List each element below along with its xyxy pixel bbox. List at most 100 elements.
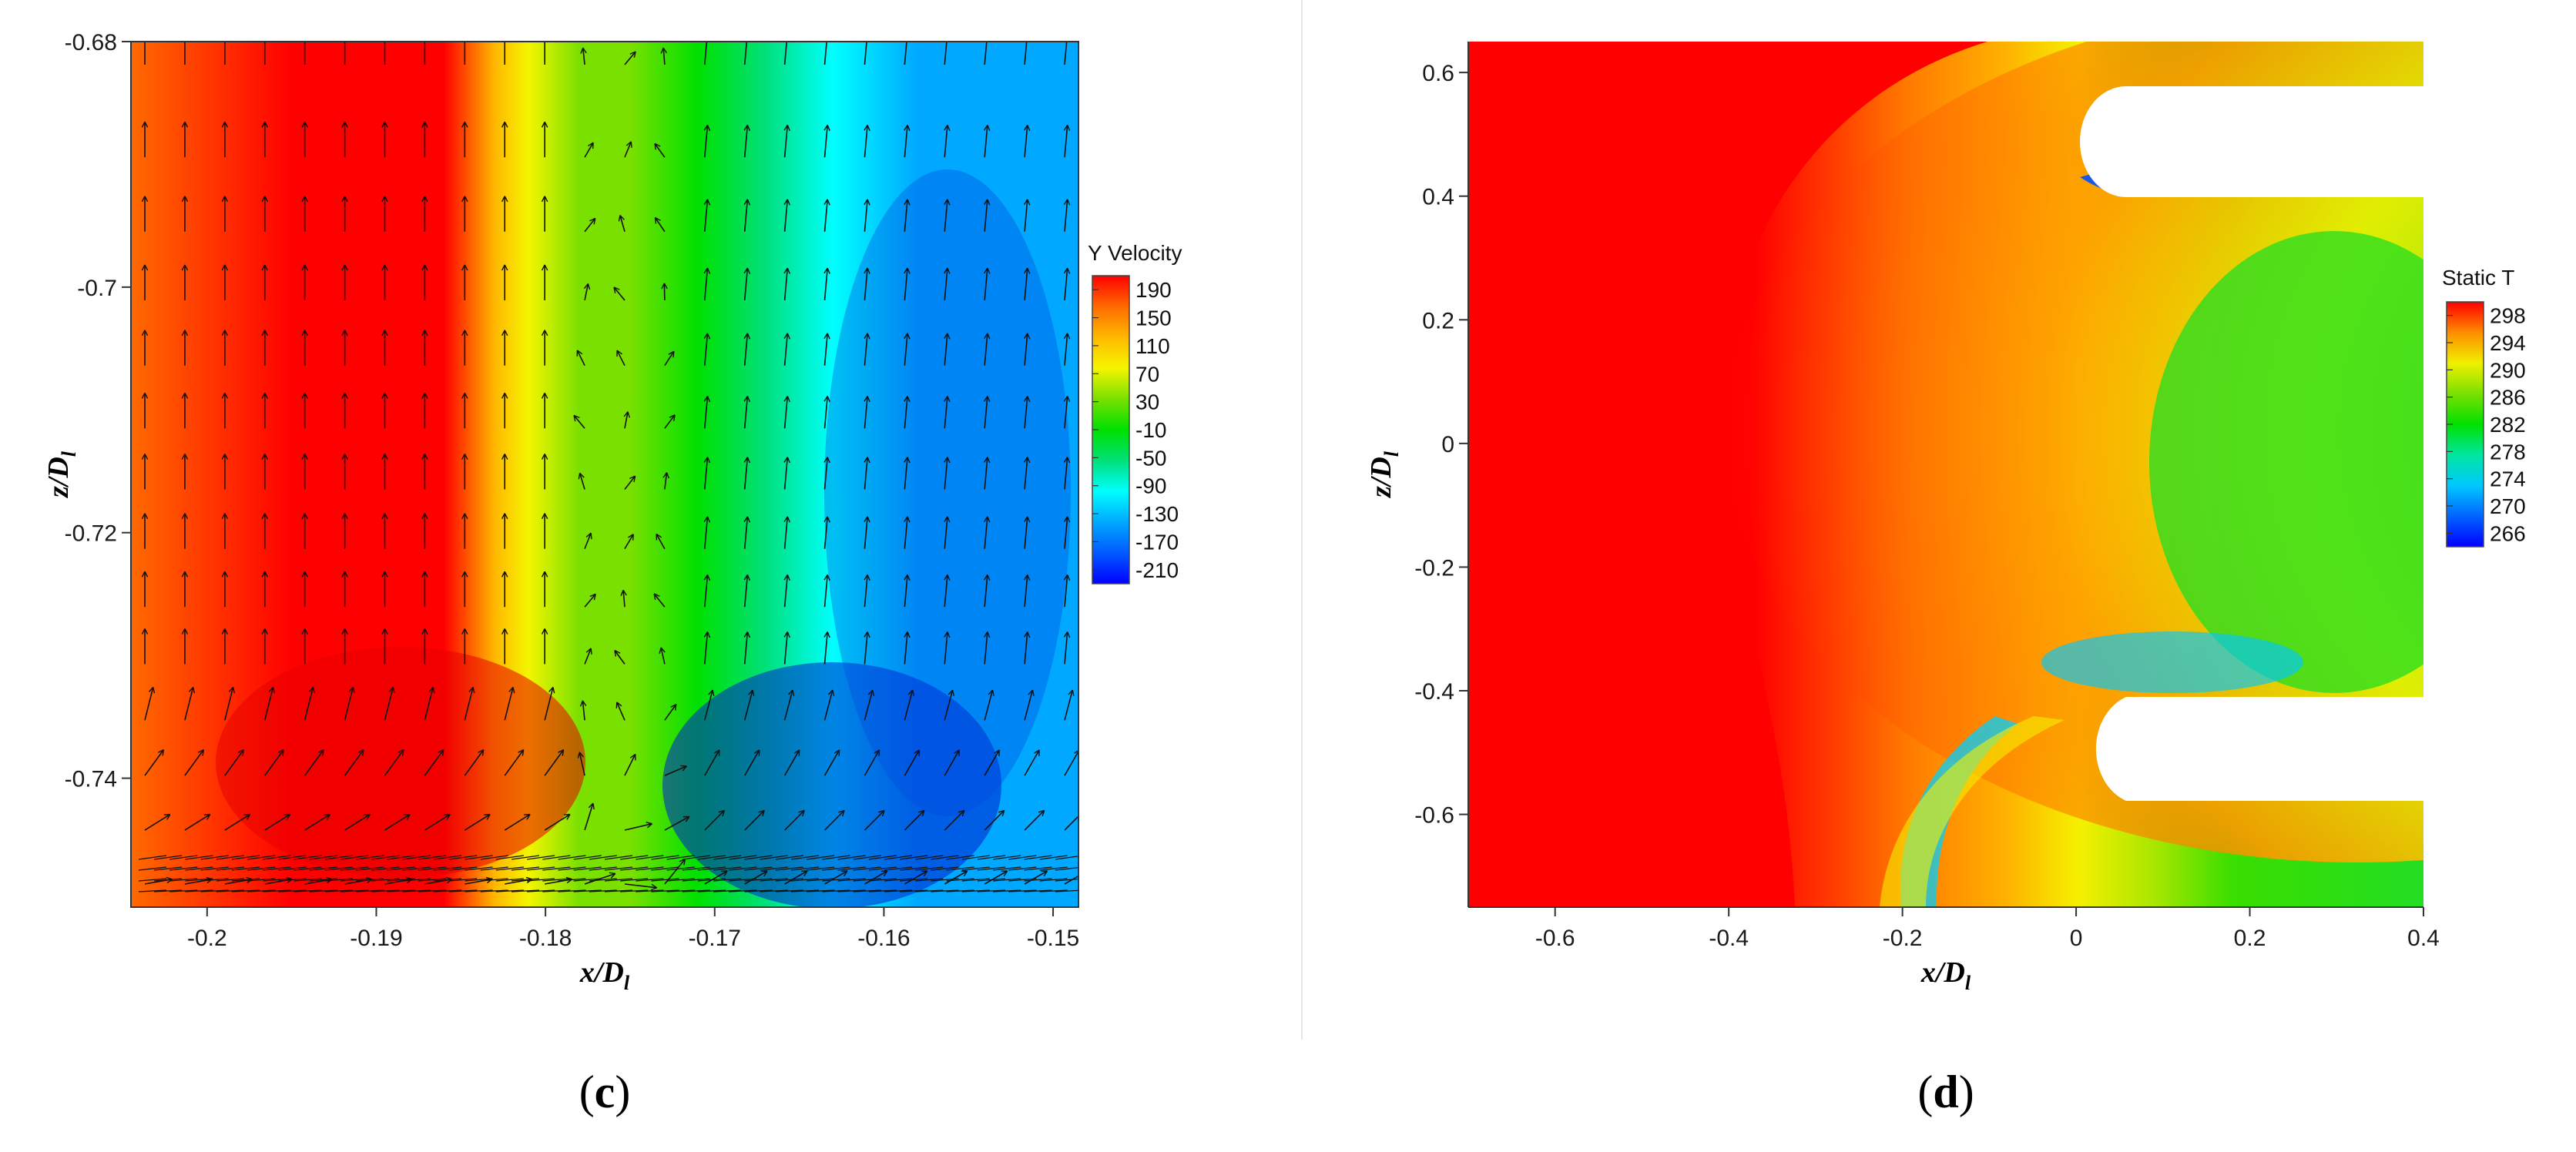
- velocity-vector-wall: [884, 878, 913, 882]
- velocity-vector: [544, 813, 571, 831]
- velocity-vector-head: [708, 689, 715, 697]
- velocity-vector-head: [381, 571, 388, 578]
- velocity-vector-head: [221, 571, 229, 578]
- velocity-vector-wall: [340, 878, 369, 882]
- velocity-vector-head: [904, 267, 911, 274]
- velocity-vector-head: [1034, 749, 1040, 756]
- velocity-vector-wall: [697, 889, 726, 892]
- velocity-vector-head: [589, 593, 596, 601]
- velocity-vector-head: [261, 196, 268, 203]
- velocity-vector: [784, 870, 808, 885]
- velocity-vector-head: [341, 264, 348, 271]
- velocity-vector-head: [1068, 689, 1075, 697]
- velocity-vector-wall: [713, 889, 742, 892]
- velocity-vector: [984, 125, 988, 158]
- panel-d-colorbar-tick-label: 266: [2490, 521, 2526, 545]
- velocity-vector-head: [541, 196, 548, 203]
- velocity-vector-wall: [620, 889, 649, 892]
- velocity-vector-wall: [915, 855, 944, 860]
- panel-d-y-tick-label: -0.2: [1414, 555, 1454, 581]
- panel-c-x-tick-label: -0.18: [519, 926, 572, 951]
- velocity-vector-head: [268, 686, 275, 694]
- velocity-vector: [743, 516, 749, 549]
- velocity-vector-head: [141, 330, 149, 337]
- velocity-vector-wall: [480, 878, 508, 882]
- velocity-vector-wall: [636, 866, 664, 871]
- velocity-vector-head: [615, 702, 622, 708]
- panel-c-high-velocity-core: [216, 647, 585, 878]
- velocity-vector-wall: [558, 889, 586, 892]
- velocity-vector: [1024, 333, 1028, 366]
- velocity-vector: [224, 687, 234, 721]
- panel-c-colorbar-tick-label: -170: [1135, 530, 1179, 554]
- velocity-vector-wall: [169, 889, 198, 892]
- panel-d-colorbar-tick-label: 298: [2490, 304, 2526, 328]
- velocity-vector: [1024, 42, 1028, 65]
- velocity-vector-head: [907, 689, 915, 697]
- velocity-vector: [616, 350, 626, 367]
- velocity-vector-wall: [868, 889, 897, 892]
- velocity-vector-head: [823, 267, 830, 274]
- velocity-vector-head: [501, 454, 508, 460]
- velocity-vector-head: [629, 475, 636, 483]
- velocity-vector-head: [626, 141, 632, 148]
- velocity-vector: [944, 333, 948, 366]
- velocity-vector: [904, 42, 907, 65]
- velocity-vector-head: [864, 631, 870, 638]
- velocity-vector: [384, 749, 404, 776]
- velocity-vector-wall: [790, 889, 820, 892]
- velocity-vector-wall: [682, 855, 710, 860]
- velocity-vector-head: [461, 454, 468, 460]
- velocity-vector: [504, 687, 514, 721]
- velocity-vector-wall: [200, 866, 229, 871]
- velocity-vector-wall: [263, 889, 291, 892]
- velocity-vector-wall: [729, 878, 757, 882]
- velocity-vector: [984, 574, 988, 608]
- velocity-vector-head: [660, 47, 667, 54]
- velocity-vector-head: [141, 392, 149, 399]
- velocity-vector-head: [629, 753, 636, 761]
- panel-d-colorbar-title: Static T: [2442, 266, 2514, 290]
- velocity-vector: [783, 631, 789, 665]
- panel-c-low-velocity-core: [662, 662, 1001, 907]
- velocity-vector: [619, 215, 626, 232]
- velocity-vector-wall: [371, 889, 400, 892]
- velocity-vector-head: [1081, 871, 1087, 876]
- velocity-vector-head: [1063, 199, 1071, 206]
- velocity-vector-head: [501, 513, 508, 520]
- velocity-vector-head: [541, 454, 548, 460]
- velocity-vector: [904, 809, 925, 831]
- velocity-vector-wall: [278, 878, 307, 882]
- velocity-vector-head: [341, 513, 348, 520]
- velocity-vector: [783, 268, 789, 301]
- velocity-vector-head: [944, 125, 951, 132]
- velocity-vector: [823, 574, 828, 608]
- velocity-vector-wall: [542, 866, 571, 871]
- velocity-vector-wall: [402, 889, 431, 892]
- velocity-vector-head: [864, 267, 870, 274]
- velocity-vector-wall: [961, 866, 990, 871]
- velocity-vector: [823, 42, 827, 65]
- velocity-vector-head: [261, 571, 268, 578]
- velocity-vector: [653, 593, 666, 608]
- panel-c-colorbar-tick-label: -130: [1135, 502, 1179, 526]
- velocity-vector-head: [944, 333, 951, 340]
- velocity-vector-wall: [729, 889, 757, 892]
- velocity-vector-head: [182, 29, 187, 35]
- panel-d-label: (d): [1917, 1067, 1974, 1117]
- velocity-vector: [1024, 809, 1045, 831]
- velocity-vector-wall: [558, 866, 586, 871]
- velocity-vector-wall: [263, 878, 291, 882]
- velocity-vector: [704, 749, 720, 776]
- velocity-vector-head: [823, 631, 830, 638]
- velocity-vector: [984, 689, 994, 721]
- velocity-vector-wall: [713, 866, 742, 871]
- velocity-vector-head: [422, 29, 428, 35]
- velocity-vector-wall: [946, 878, 974, 882]
- velocity-vector: [344, 813, 371, 831]
- velocity-vector: [944, 870, 968, 885]
- velocity-vector-head: [864, 457, 870, 464]
- velocity-vector-wall: [1008, 878, 1037, 882]
- velocity-vector-wall: [293, 889, 322, 892]
